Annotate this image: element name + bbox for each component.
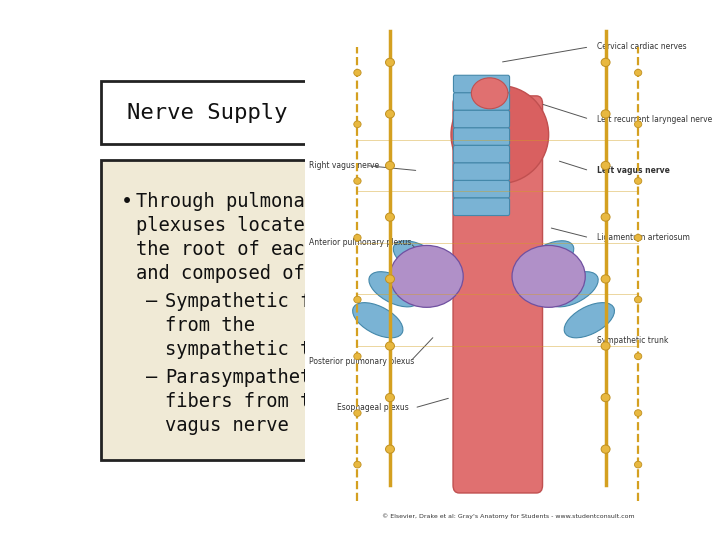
- Text: and composed of:: and composed of:: [136, 264, 316, 283]
- FancyBboxPatch shape: [323, 71, 644, 472]
- Ellipse shape: [354, 296, 361, 303]
- Ellipse shape: [634, 69, 642, 76]
- Ellipse shape: [601, 161, 610, 170]
- Ellipse shape: [451, 85, 549, 184]
- Ellipse shape: [634, 410, 642, 416]
- Text: vagus nerve: vagus nerve: [166, 416, 289, 435]
- FancyBboxPatch shape: [454, 128, 510, 145]
- Text: Nerve Supply: Nerve Supply: [127, 103, 287, 123]
- Ellipse shape: [634, 296, 642, 303]
- Ellipse shape: [601, 342, 610, 350]
- Ellipse shape: [634, 234, 642, 241]
- Ellipse shape: [385, 342, 395, 350]
- Ellipse shape: [472, 78, 508, 109]
- Ellipse shape: [354, 353, 361, 360]
- Ellipse shape: [634, 353, 642, 360]
- Ellipse shape: [548, 272, 598, 307]
- FancyBboxPatch shape: [101, 82, 313, 144]
- Ellipse shape: [393, 241, 444, 276]
- Ellipse shape: [523, 241, 574, 276]
- FancyBboxPatch shape: [454, 180, 510, 198]
- Ellipse shape: [601, 58, 610, 66]
- Ellipse shape: [354, 178, 361, 184]
- Ellipse shape: [390, 246, 463, 307]
- Text: Esophageal plexus: Esophageal plexus: [337, 403, 409, 413]
- Ellipse shape: [385, 445, 395, 453]
- Ellipse shape: [385, 213, 395, 221]
- Text: Sympathetic trunk: Sympathetic trunk: [598, 336, 669, 346]
- Text: –: –: [145, 368, 157, 387]
- Text: from the: from the: [166, 316, 256, 335]
- Text: sympathetic trunk: sympathetic trunk: [166, 341, 356, 360]
- FancyBboxPatch shape: [101, 160, 322, 460]
- Text: Left recurrent laryngeal nerve: Left recurrent laryngeal nerve: [598, 114, 713, 124]
- Ellipse shape: [354, 410, 361, 416]
- Text: Parasympathetic: Parasympathetic: [166, 368, 334, 387]
- FancyBboxPatch shape: [454, 93, 510, 110]
- FancyBboxPatch shape: [454, 198, 510, 215]
- Text: Posterior pulmonary plexus: Posterior pulmonary plexus: [309, 357, 414, 366]
- Ellipse shape: [601, 275, 610, 283]
- Ellipse shape: [354, 234, 361, 241]
- FancyBboxPatch shape: [453, 96, 543, 493]
- Text: Anterior pulmonary plexus: Anterior pulmonary plexus: [309, 238, 411, 247]
- Text: Cervical cardiac nerves: Cervical cardiac nerves: [598, 43, 687, 51]
- Ellipse shape: [354, 461, 361, 468]
- Text: Left vagus nerve: Left vagus nerve: [598, 166, 670, 175]
- FancyBboxPatch shape: [454, 163, 510, 180]
- Text: Ligamentum arteriosum: Ligamentum arteriosum: [598, 233, 690, 242]
- Text: Through pulmonary: Through pulmonary: [136, 192, 327, 211]
- Ellipse shape: [601, 445, 610, 453]
- Ellipse shape: [353, 302, 403, 338]
- Text: the root of each lung,: the root of each lung,: [136, 240, 383, 259]
- Ellipse shape: [385, 161, 395, 170]
- Ellipse shape: [601, 213, 610, 221]
- Text: © Elsevier, Drake et al: Gray's Anatomy for Students - www.studentconsult.com: © Elsevier, Drake et al: Gray's Anatomy …: [382, 513, 634, 519]
- Ellipse shape: [634, 461, 642, 468]
- Text: •: •: [121, 192, 132, 211]
- FancyBboxPatch shape: [454, 145, 510, 163]
- Ellipse shape: [354, 69, 361, 76]
- Ellipse shape: [601, 110, 610, 118]
- FancyBboxPatch shape: [454, 75, 510, 93]
- Text: Right vagus nerve: Right vagus nerve: [309, 161, 379, 170]
- Ellipse shape: [385, 275, 395, 283]
- Text: plexuses located at: plexuses located at: [136, 216, 349, 235]
- Ellipse shape: [601, 394, 610, 402]
- Ellipse shape: [564, 302, 614, 338]
- Ellipse shape: [634, 121, 642, 127]
- Text: –: –: [145, 292, 157, 311]
- Ellipse shape: [634, 178, 642, 184]
- Ellipse shape: [385, 58, 395, 66]
- Ellipse shape: [512, 246, 585, 307]
- Ellipse shape: [385, 110, 395, 118]
- FancyBboxPatch shape: [454, 110, 510, 128]
- Text: Sympathetic fibers: Sympathetic fibers: [166, 292, 368, 311]
- Ellipse shape: [354, 121, 361, 127]
- Ellipse shape: [385, 394, 395, 402]
- Ellipse shape: [369, 272, 419, 307]
- Text: fibers from the: fibers from the: [166, 392, 334, 411]
